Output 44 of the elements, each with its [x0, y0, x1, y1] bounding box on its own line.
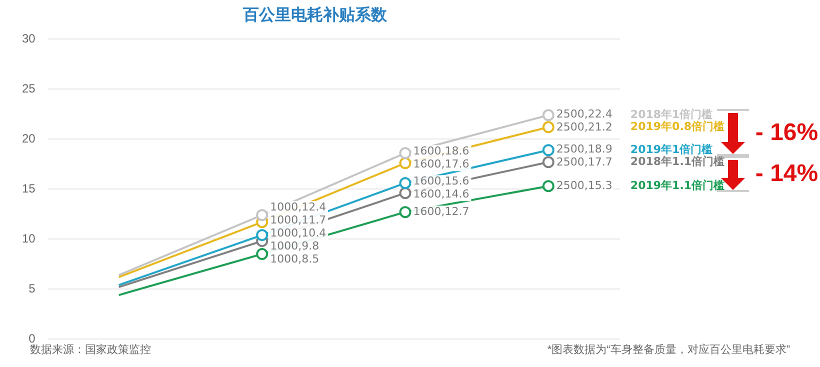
- point: [399, 206, 412, 218]
- data-label: 2500,18.9: [556, 142, 612, 156]
- point: [542, 156, 554, 168]
- y-tick-label: 5: [28, 281, 36, 296]
- text: 2018年1倍门槛: [630, 108, 713, 122]
- text: *图表数据为“车身整备质量，对应百公里电耗要求”: [547, 342, 790, 357]
- point: [542, 121, 554, 134]
- point: [542, 180, 554, 192]
- data-label: 1600,12.7: [413, 204, 470, 218]
- text: 2019年1倍门槛: [630, 142, 713, 156]
- data-label: 1000,8.5: [270, 252, 320, 266]
- point: [256, 248, 268, 260]
- point: [399, 187, 412, 200]
- text: 2019年1.1倍门槛: [630, 178, 725, 192]
- y-tick-label: 15: [22, 181, 36, 196]
- y-tick-label: 25: [22, 81, 36, 96]
- point: [542, 144, 554, 156]
- text: - 16%: [755, 118, 818, 147]
- data-label: 2500,21.2: [556, 120, 612, 134]
- data-label: 2500,17.7: [556, 155, 612, 168]
- data-label: 1600,14.6: [413, 187, 470, 200]
- y-tick-label: 20: [22, 131, 36, 146]
- point: [399, 177, 412, 190]
- data-label: 1000,10.4: [270, 226, 326, 240]
- data-label: 1000,9.8: [270, 239, 320, 252]
- source-note: 数据来源：国家政策监控: [30, 343, 151, 357]
- point: [256, 209, 268, 222]
- data-label: 1000,12.4: [270, 200, 326, 214]
- point: [399, 147, 412, 160]
- data-label: 2500,15.3: [556, 178, 612, 192]
- data-label: 1000,11.7: [270, 213, 326, 226]
- data-label: 2500,22.4: [556, 108, 612, 121]
- y-tick-label: 30: [22, 32, 36, 46]
- point: [542, 109, 554, 122]
- point: [399, 157, 412, 170]
- chart-title: 百公里电耗补贴系数: [242, 6, 388, 24]
- y-tick-label: 10: [22, 231, 36, 246]
- text: 2019年0.8倍门槛: [630, 120, 725, 133]
- data-label: 1600,17.6: [413, 157, 470, 170]
- data-label: 1600,18.6: [413, 144, 470, 158]
- y-tick-label: 0: [28, 331, 36, 346]
- data-label: 1600,15.6: [413, 174, 470, 188]
- point: [256, 229, 268, 242]
- text: - 14%: [755, 160, 818, 188]
